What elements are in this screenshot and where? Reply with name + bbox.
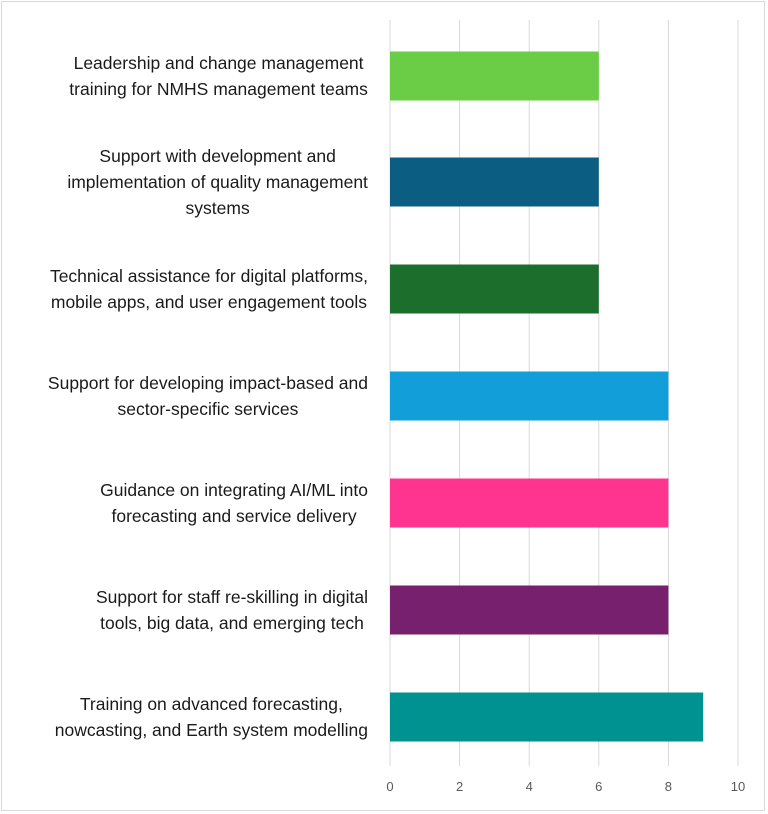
bar — [390, 264, 599, 314]
category-label: Technical assistance for digital platfor… — [50, 266, 368, 312]
bar — [390, 157, 599, 207]
x-tick-label: 10 — [731, 779, 745, 794]
x-tick-label: 4 — [526, 779, 533, 794]
category-label-line: Support with development and — [99, 146, 335, 166]
category-label-line: nowcasting, and Earth system modelling — [55, 720, 368, 740]
category-label-line: forecasting and service delivery — [112, 506, 357, 526]
bar — [390, 51, 599, 101]
category-label-line: Training on advanced forecasting, — [80, 694, 343, 714]
bar — [390, 478, 669, 528]
category-label-line: Guidance on integrating AI/ML into — [100, 480, 368, 500]
category-label: Guidance on integrating AI/ML into foreca… — [100, 480, 368, 526]
bar — [390, 692, 704, 742]
x-tick-label: 2 — [456, 779, 463, 794]
category-label-line: implementation of quality management — [67, 172, 368, 192]
category-label: Support for developing impact-based and s… — [48, 373, 368, 419]
x-tick-label: 0 — [386, 779, 393, 794]
x-tick-label: 8 — [665, 779, 672, 794]
x-tick-label: 6 — [595, 779, 602, 794]
category-label: Training on advanced forecasting, nowcast… — [55, 694, 368, 740]
category-label-line: sector-specific services — [118, 399, 299, 419]
category-label-line: tools, big data, and emerging tech — [100, 613, 364, 633]
category-label-line: Technical assistance for digital platfor… — [50, 266, 368, 286]
category-label: Support for staff re-skilling in digital… — [96, 587, 368, 633]
category-label: Leadership and change management training… — [69, 53, 368, 99]
category-label-line: Support for developing impact-based and — [48, 373, 368, 393]
category-label: Support with development and implementati… — [67, 146, 368, 218]
category-label-line: training for NMHS management teams — [69, 79, 368, 99]
bar — [390, 585, 669, 635]
category-label-line: Support for staff re-skilling in digital — [96, 587, 368, 607]
category-label-line: mobile apps, and user engagement tools — [51, 292, 367, 312]
bar — [390, 371, 669, 421]
category-label-line: systems — [186, 198, 250, 218]
category-label-line: Leadership and change management — [74, 53, 364, 73]
